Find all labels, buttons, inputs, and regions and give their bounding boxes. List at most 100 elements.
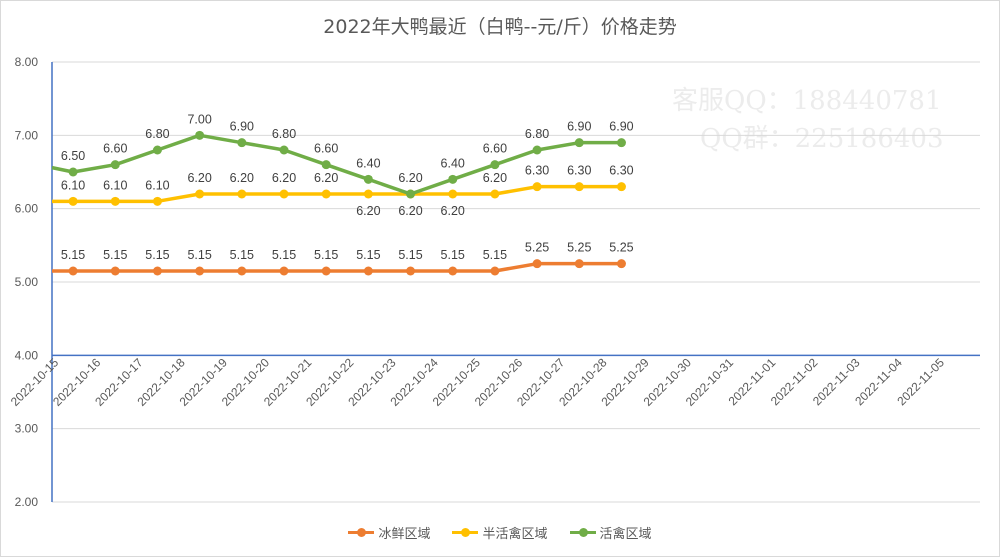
data-point — [616, 182, 626, 192]
y-tick-label: 7.00 — [15, 128, 39, 142]
watermark-text: QQ群：225186403 — [700, 124, 944, 154]
data-label: 6.90 — [609, 120, 633, 134]
data-label: 6.60 — [103, 142, 127, 156]
data-label: 6.20 — [314, 171, 338, 185]
legend-label: 冰鲜区域 — [378, 527, 431, 542]
y-tick-label: 4.00 — [15, 348, 39, 362]
data-point — [532, 182, 542, 192]
data-label: 6.60 — [314, 142, 338, 156]
legend-swatch — [348, 527, 375, 537]
data-point — [574, 138, 584, 148]
data-label: 6.20 — [398, 171, 422, 185]
data-point — [279, 266, 289, 276]
data-label: 6.40 — [441, 156, 465, 170]
data-point — [68, 167, 78, 177]
data-point — [152, 145, 162, 155]
data-label: 5.15 — [356, 248, 380, 262]
data-label: 6.20 — [230, 171, 254, 185]
data-point — [363, 189, 373, 199]
data-label: 6.20 — [187, 171, 211, 185]
legend: 冰鲜区域 半活禽区域 活禽区域 — [0, 523, 1000, 542]
data-point — [237, 189, 247, 199]
data-label: 6.10 — [145, 178, 169, 192]
data-point — [448, 266, 458, 276]
data-label: 5.15 — [272, 248, 296, 262]
data-point — [574, 259, 584, 269]
data-label: 5.15 — [230, 248, 254, 262]
data-point — [363, 266, 373, 276]
data-label: 6.80 — [145, 127, 169, 141]
data-label: 5.25 — [525, 241, 549, 255]
data-point — [237, 266, 247, 276]
data-label: 5.15 — [103, 248, 127, 262]
data-label: 6.20 — [356, 204, 380, 218]
data-label: 6.60 — [483, 142, 507, 156]
data-label: 6.50 — [61, 149, 85, 163]
data-label: 5.15 — [187, 248, 211, 262]
data-label: 6.30 — [525, 164, 549, 178]
watermark-text: 客服QQ：188440781 — [672, 86, 942, 116]
data-label: 5.15 — [398, 248, 422, 262]
y-tick-label: 2.00 — [15, 495, 39, 509]
legend-item: 冰鲜区域 — [348, 523, 430, 542]
data-point — [490, 160, 500, 170]
data-point — [616, 259, 626, 269]
y-tick-label: 3.00 — [15, 422, 39, 436]
data-label: 6.30 — [567, 164, 591, 178]
y-tick-label: 5.00 — [15, 275, 39, 289]
data-point — [321, 266, 331, 276]
legend-item: 活禽区域 — [569, 523, 652, 542]
legend-label: 活禽区域 — [599, 527, 652, 542]
data-point — [110, 266, 120, 276]
data-label: 6.20 — [483, 171, 507, 185]
data-label: 5.15 — [61, 248, 85, 262]
data-point — [574, 182, 584, 192]
data-label: 5.15 — [441, 248, 465, 262]
data-point — [321, 189, 331, 199]
legend-swatch — [452, 527, 479, 537]
data-point — [532, 145, 542, 155]
data-point — [152, 266, 162, 276]
y-tick-label: 8.00 — [15, 55, 39, 69]
data-label: 6.80 — [272, 127, 296, 141]
data-label: 6.20 — [398, 204, 422, 218]
data-point — [490, 189, 500, 199]
data-label: 6.30 — [609, 164, 633, 178]
data-label: 5.15 — [314, 248, 338, 262]
data-point — [406, 189, 416, 199]
data-label: 6.90 — [230, 120, 254, 134]
data-point — [279, 145, 289, 155]
data-label: 6.40 — [356, 156, 380, 170]
data-point — [195, 130, 205, 140]
data-label: 5.15 — [483, 248, 507, 262]
data-point — [532, 259, 542, 269]
data-label: 5.15 — [145, 248, 169, 262]
data-label: 7.00 — [187, 112, 211, 126]
data-point — [237, 138, 247, 148]
y-tick-label: 6.00 — [15, 202, 39, 216]
data-label: 6.20 — [272, 171, 296, 185]
data-point — [195, 266, 205, 276]
data-point — [490, 266, 500, 276]
data-point — [279, 189, 289, 199]
data-point — [616, 138, 626, 148]
data-label: 6.20 — [441, 204, 465, 218]
chart-title: 2022年大鸭最近（白鸭--元/斤）价格走势 — [323, 16, 677, 38]
data-point — [110, 196, 120, 206]
data-point — [406, 266, 416, 276]
legend-label: 半活禽区域 — [482, 527, 548, 542]
data-point — [110, 160, 120, 170]
data-point — [321, 160, 331, 170]
data-point — [152, 196, 162, 206]
data-point — [68, 196, 78, 206]
legend-swatch — [569, 527, 596, 537]
data-point — [448, 189, 458, 199]
data-point — [68, 266, 78, 276]
data-label: 6.90 — [567, 120, 591, 134]
data-label: 5.25 — [609, 241, 633, 255]
data-label: 6.10 — [103, 178, 127, 192]
data-label: 6.10 — [61, 178, 85, 192]
data-label: 5.25 — [567, 241, 591, 255]
data-point — [448, 174, 458, 184]
